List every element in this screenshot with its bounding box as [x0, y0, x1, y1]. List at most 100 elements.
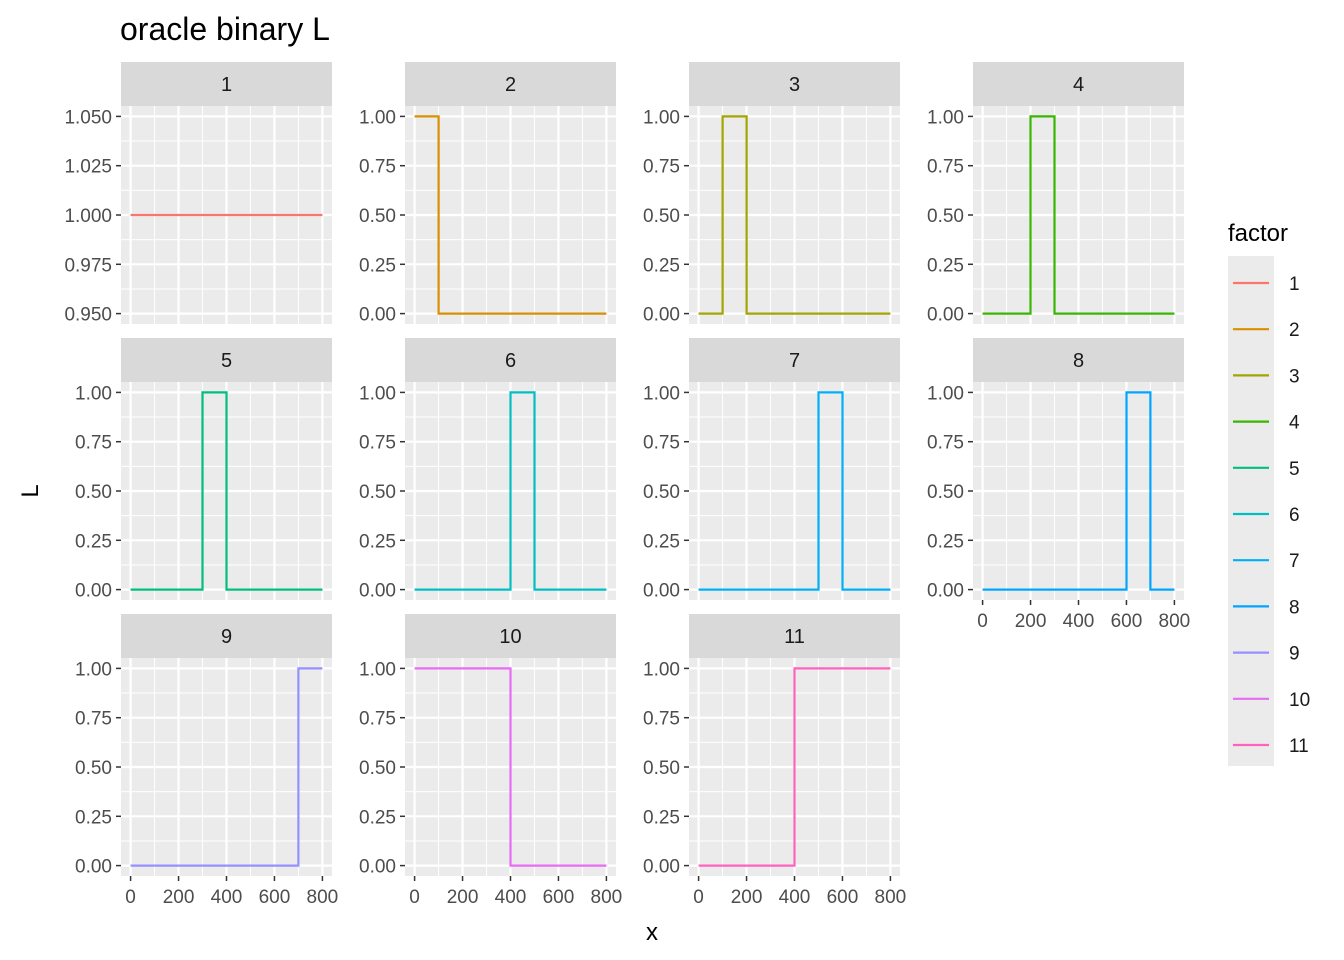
facet-strip-label: 2	[505, 74, 516, 96]
facet-strip-label: 4	[1073, 74, 1084, 96]
facet-panel-9: 9 0.00 0.25 0.50 0.75 1.00 0 200 400 600 800	[75, 614, 338, 908]
y-tick-label: 0.50	[927, 482, 964, 503]
facet-strip-label: 11	[784, 626, 805, 648]
y-tick-label: 0.75	[643, 433, 680, 454]
y-tick-label: 1.00	[643, 107, 680, 128]
x-tick-label: 0	[977, 611, 988, 632]
y-tick-label: 0.25	[643, 255, 680, 276]
legend-key-background	[1228, 256, 1274, 766]
y-tick-label: 0.50	[359, 206, 396, 227]
legend-label-6: 6	[1289, 505, 1300, 526]
facet-panel-10: 10 0.00 0.25 0.50 0.75 1.00 0 200 400 600 800	[359, 614, 622, 908]
chart-title: oracle binary L	[120, 11, 330, 47]
facet-strip	[121, 338, 332, 382]
y-tick-label: 0.00	[643, 857, 680, 878]
y-tick-label: 0.25	[927, 255, 964, 276]
x-tick-label: 0	[409, 887, 420, 908]
legend-title: factor	[1228, 220, 1288, 247]
series-line-5	[130, 391, 323, 591]
y-tick-label: 1.00	[643, 659, 680, 680]
facet-panel-1: 1 0.950 0.975 1.000 1.025 1.050	[64, 62, 332, 326]
y-tick-label: 0.00	[927, 305, 964, 326]
y-tick-label: 0.25	[643, 807, 680, 828]
x-tick-label: 800	[875, 887, 907, 908]
facet-strip-label: 8	[1073, 350, 1084, 372]
facet-strip	[405, 338, 616, 382]
y-tick-label: 0.00	[927, 581, 964, 602]
series-line-2	[414, 115, 607, 315]
y-tick-label: 1.000	[64, 206, 112, 227]
x-axis-title: x	[646, 919, 658, 946]
facet-panel-8: 8 0.00 0.25 0.50 0.75 1.00 0 200 400 600 800	[927, 338, 1190, 632]
legend-label-3: 3	[1289, 366, 1300, 387]
legend-label-11: 11	[1289, 736, 1309, 757]
y-tick-label: 1.050	[64, 107, 112, 128]
y-tick-label: 0.75	[75, 709, 112, 730]
y-tick-label: 0.75	[927, 157, 964, 178]
x-tick-label: 200	[447, 887, 479, 908]
y-tick-label: 0.50	[927, 206, 964, 227]
y-tick-label: 0.00	[359, 581, 396, 602]
facet-strip	[689, 614, 900, 658]
y-tick-label: 1.00	[643, 383, 680, 404]
legend: factor 1 2 3 4 5 6 7 8 9 10 11	[1228, 220, 1310, 766]
y-tick-label: 0.00	[75, 581, 112, 602]
y-tick-label: 0.00	[75, 857, 112, 878]
facet-strip	[689, 338, 900, 382]
y-tick-label: 1.00	[927, 107, 964, 128]
facet-strip	[973, 62, 1184, 106]
x-tick-label: 200	[1015, 611, 1047, 632]
y-tick-label: 0.75	[643, 709, 680, 730]
x-tick-label: 400	[779, 887, 811, 908]
facet-strip	[973, 338, 1184, 382]
y-tick-label: 1.00	[75, 383, 112, 404]
y-tick-label: 0.50	[75, 758, 112, 779]
facet-panel-5: 5 0.00 0.25 0.50 0.75 1.00	[75, 338, 332, 602]
facet-strip	[689, 62, 900, 106]
series-line-6	[414, 391, 607, 591]
y-tick-label: 0.75	[359, 157, 396, 178]
x-tick-label: 0	[693, 887, 704, 908]
facet-strip	[405, 62, 616, 106]
y-tick-label: 0.00	[643, 581, 680, 602]
series-line-7	[698, 391, 891, 591]
facet-panel-11: 11 0.00 0.25 0.50 0.75 1.00 0 200 400 600 800	[643, 614, 906, 908]
facet-strip-label: 9	[221, 626, 232, 648]
y-tick-label: 0.50	[359, 758, 396, 779]
series-line-8	[982, 391, 1175, 591]
y-tick-label: 0.00	[359, 305, 396, 326]
y-tick-label: 0.00	[359, 857, 396, 878]
x-tick-label: 800	[591, 887, 623, 908]
legend-label-4: 4	[1289, 413, 1300, 434]
y-tick-label: 0.25	[643, 531, 680, 552]
y-axis-title: L	[17, 484, 44, 497]
facet-strip-label: 10	[499, 626, 521, 648]
x-tick-label: 600	[543, 887, 575, 908]
y-tick-label: 0.75	[359, 709, 396, 730]
facet-strip	[121, 614, 332, 658]
series-line-11	[698, 667, 891, 867]
x-tick-label: 600	[259, 887, 291, 908]
x-tick-label: 800	[1159, 611, 1191, 632]
x-tick-label: 600	[827, 887, 859, 908]
facet-strip-label: 3	[789, 74, 800, 96]
y-tick-label: 0.975	[64, 255, 112, 276]
facet-strip-label: 6	[505, 350, 516, 372]
legend-label-5: 5	[1289, 459, 1300, 480]
x-tick-label: 400	[1063, 611, 1095, 632]
y-tick-label: 1.00	[359, 659, 396, 680]
facet-strip-label: 7	[789, 350, 800, 372]
x-tick-label: 0	[125, 887, 136, 908]
y-tick-label: 0.950	[64, 305, 112, 326]
y-tick-label: 0.50	[75, 482, 112, 503]
y-tick-label: 0.00	[643, 305, 680, 326]
y-tick-label: 0.25	[359, 531, 396, 552]
x-tick-label: 400	[495, 887, 527, 908]
legend-label-8: 8	[1289, 597, 1300, 618]
legend-label-9: 9	[1289, 644, 1300, 665]
y-tick-label: 1.00	[359, 383, 396, 404]
facet-panel-7: 7 0.00 0.25 0.50 0.75 1.00	[643, 338, 900, 602]
y-tick-label: 0.75	[359, 433, 396, 454]
y-tick-label: 0.50	[643, 482, 680, 503]
facet-panels: 10.9500.9751.0001.0251.05020.000.250.500…	[64, 62, 1190, 908]
